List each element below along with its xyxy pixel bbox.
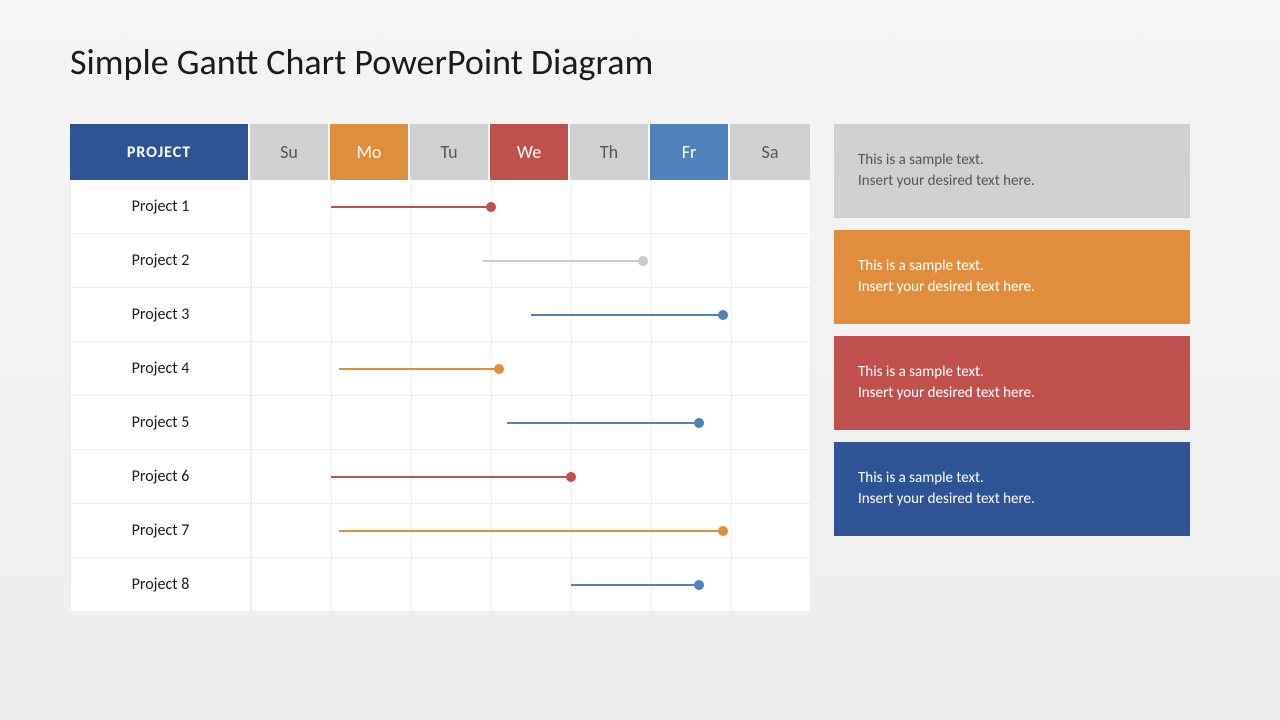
gantt-row: Project 1 (70, 180, 810, 234)
gantt-bar-end-dot (566, 472, 576, 482)
day-header-mo: Mo (330, 124, 410, 180)
day-header-sa: Sa (730, 124, 810, 180)
gantt-bar-end-dot (638, 256, 648, 266)
gantt-bar-end-dot (494, 364, 504, 374)
project-label: Project 5 (71, 396, 251, 449)
project-label: Project 4 (71, 342, 251, 395)
gantt-track (251, 504, 811, 557)
gantt-row: Project 4 (70, 342, 810, 396)
card-line2: Insert your desired text here. (858, 383, 1166, 404)
info-card: This is a sample text.Insert your desire… (834, 124, 1190, 218)
gantt-bar-end-dot (694, 418, 704, 428)
gantt-track (251, 234, 811, 287)
gantt-bar (339, 368, 499, 370)
gantt-body: Project 1Project 2Project 3Project 4Proj… (70, 180, 810, 612)
project-label: Project 2 (71, 234, 251, 287)
project-label: Project 7 (71, 504, 251, 557)
project-label: Project 3 (71, 288, 251, 341)
gantt-track (251, 450, 811, 503)
gantt-row: Project 8 (70, 558, 810, 612)
info-card: This is a sample text.Insert your desire… (834, 230, 1190, 324)
gantt-row: Project 5 (70, 396, 810, 450)
gantt-bar (571, 584, 699, 586)
gantt-row: Project 7 (70, 504, 810, 558)
gantt-bar-end-dot (694, 580, 704, 590)
gantt-track (251, 558, 811, 611)
card-line2: Insert your desired text here. (858, 277, 1166, 298)
card-line1: This is a sample text. (858, 150, 1166, 171)
info-card: This is a sample text.Insert your desire… (834, 442, 1190, 536)
slide-title: Simple Gantt Chart PowerPoint Diagram (70, 40, 1210, 84)
project-header-cell: PROJECT (70, 124, 250, 180)
gantt-bar-end-dot (718, 310, 728, 320)
gantt-bar (339, 530, 723, 532)
gantt-bar-end-dot (718, 526, 728, 536)
gantt-bar-end-dot (486, 202, 496, 212)
project-label: Project 6 (71, 450, 251, 503)
gantt-row: Project 3 (70, 288, 810, 342)
gantt-bar (531, 314, 723, 316)
gantt-track (251, 342, 811, 395)
day-header-we: We (490, 124, 570, 180)
gantt-bar (331, 476, 571, 478)
card-line2: Insert your desired text here. (858, 171, 1166, 192)
project-label: Project 1 (71, 180, 251, 233)
content-area: PROJECTSuMoTuWeThFrSa Project 1Project 2… (70, 124, 1210, 612)
gantt-row: Project 6 (70, 450, 810, 504)
day-header-tu: Tu (410, 124, 490, 180)
info-card: This is a sample text.Insert your desire… (834, 336, 1190, 430)
card-line1: This is a sample text. (858, 468, 1166, 489)
gantt-track (251, 180, 811, 233)
day-header-su: Su (250, 124, 330, 180)
slide: Simple Gantt Chart PowerPoint Diagram PR… (0, 0, 1280, 720)
sidebar: This is a sample text.Insert your desire… (834, 124, 1190, 612)
gantt-bar (331, 206, 491, 208)
gantt-bar (483, 260, 643, 262)
gantt-row: Project 2 (70, 234, 810, 288)
card-line1: This is a sample text. (858, 256, 1166, 277)
gantt-header: PROJECTSuMoTuWeThFrSa (70, 124, 810, 180)
gantt-chart: PROJECTSuMoTuWeThFrSa Project 1Project 2… (70, 124, 810, 612)
card-line1: This is a sample text. (858, 362, 1166, 383)
gantt-track (251, 396, 811, 449)
day-header-fr: Fr (650, 124, 730, 180)
card-line2: Insert your desired text here. (858, 489, 1166, 510)
project-label: Project 8 (71, 558, 251, 611)
gantt-track (251, 288, 811, 341)
gantt-bar (507, 422, 699, 424)
day-header-th: Th (570, 124, 650, 180)
